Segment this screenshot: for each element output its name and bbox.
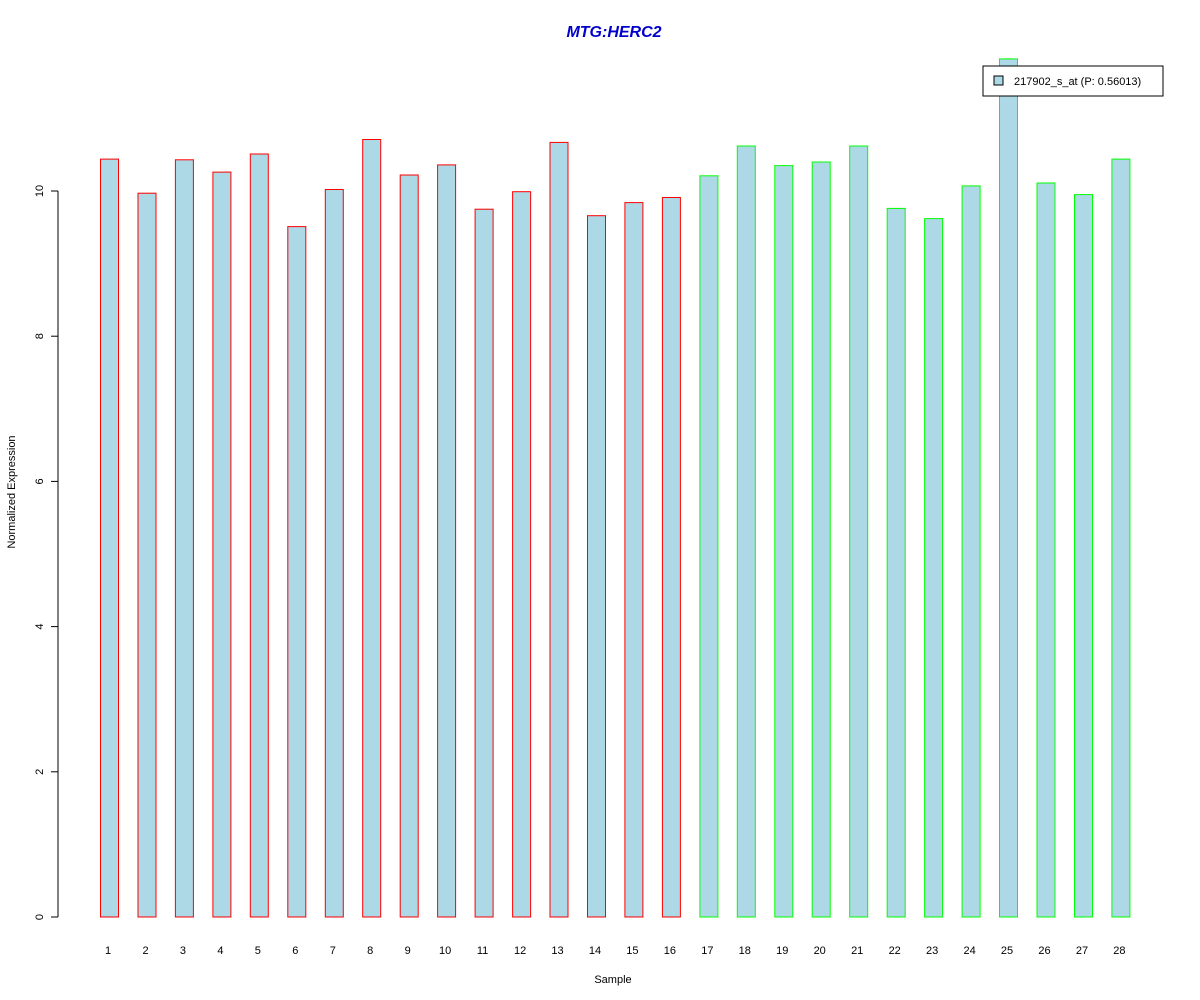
y-tick-label: 8 — [34, 333, 46, 339]
bar-sample-25 — [999, 58, 1018, 918]
x-tick-label: 16 — [664, 945, 676, 957]
bar-sample-17 — [699, 175, 719, 918]
x-tick-label: 22 — [889, 945, 901, 957]
y-tick-label: 0 — [34, 914, 46, 920]
x-tick-label: 2 — [142, 945, 148, 957]
x-tick-label: 24 — [963, 945, 975, 957]
bar-sample-15 — [624, 202, 644, 918]
bar-sample-9 — [399, 174, 419, 918]
x-tick-label: 19 — [776, 945, 788, 957]
bar-sample-12 — [512, 191, 532, 918]
bar-sample-11 — [474, 208, 494, 918]
bar-sample-7 — [324, 189, 344, 918]
bar-sample-18 — [736, 145, 756, 918]
bar-sample-8 — [362, 139, 382, 918]
x-tick-label: 20 — [814, 945, 826, 957]
x-tick-label: 6 — [292, 945, 298, 957]
legend-swatch — [993, 75, 1004, 86]
x-tick-label: 21 — [851, 945, 863, 957]
legend-label: 217902_s_at (P: 0.56013) — [1014, 76, 1141, 88]
y-tick-label: 4 — [34, 624, 46, 630]
x-tick-label: 9 — [405, 945, 411, 957]
x-tick-label: 4 — [217, 945, 223, 957]
bar-sample-16 — [661, 197, 681, 918]
x-tick-label: 7 — [330, 945, 336, 957]
x-tick-label: 11 — [477, 945, 488, 957]
bar-sample-27 — [1074, 194, 1093, 918]
x-tick-label: 5 — [255, 945, 261, 957]
bar-sample-3 — [174, 159, 194, 918]
bar-sample-21 — [849, 145, 869, 918]
x-tick-label: 18 — [739, 945, 751, 957]
x-axis-label: Sample — [594, 974, 631, 986]
y-tick-label: 6 — [34, 478, 46, 484]
x-tick-label: 23 — [926, 945, 938, 957]
bar-sample-26 — [1036, 182, 1056, 918]
y-axis-label: Normalized Expression — [6, 435, 18, 548]
x-tick-label: 13 — [551, 945, 563, 957]
x-tick-label: 26 — [1038, 945, 1050, 957]
bars-group — [100, 58, 1131, 918]
bar-sample-13 — [549, 141, 569, 918]
bar-sample-19 — [774, 165, 794, 918]
bar-sample-6 — [287, 226, 307, 918]
x-tick-label: 27 — [1076, 945, 1088, 957]
bar-sample-5 — [249, 153, 269, 918]
y-tick-label: 10 — [34, 185, 46, 197]
x-tick-label: 8 — [367, 945, 373, 957]
x-tick-label: 17 — [701, 945, 713, 957]
x-tick-label: 14 — [589, 945, 601, 957]
bar-sample-24 — [961, 185, 981, 918]
x-tick-label: 25 — [1001, 945, 1013, 957]
x-tick-labels: 1 2 3 4 5 6 7 8 9 10 11 12 13 14 15 16 17 18 19 20 21 22 23 24 2… — [105, 945, 1126, 957]
bar-sample-23 — [924, 218, 944, 918]
bar-sample-20 — [811, 161, 831, 918]
bar-sample-28 — [1111, 158, 1131, 918]
x-tick-label: 15 — [626, 945, 638, 957]
bar-sample-4 — [212, 171, 232, 918]
chart-title: MTG:HERC2 — [566, 24, 661, 41]
bar-sample-1 — [100, 158, 119, 918]
legend-box — [982, 65, 1164, 97]
x-tick-label: 1 — [105, 945, 111, 957]
y-tick-label: 2 — [34, 769, 46, 775]
x-tick-label: 10 — [439, 945, 451, 957]
legend: 217902_s_at (P: 0.56013) — [982, 65, 1164, 97]
bar-sample-14 — [587, 215, 606, 918]
bar-sample-10 — [437, 164, 457, 918]
bar-sample-22 — [886, 207, 906, 918]
x-tick-label: 3 — [180, 945, 186, 957]
x-tick-label: 12 — [514, 945, 526, 957]
y-axis: 0 2 4 6 8 10 — [34, 185, 59, 920]
bar-sample-2 — [137, 192, 157, 918]
x-tick-label: 28 — [1113, 945, 1125, 957]
